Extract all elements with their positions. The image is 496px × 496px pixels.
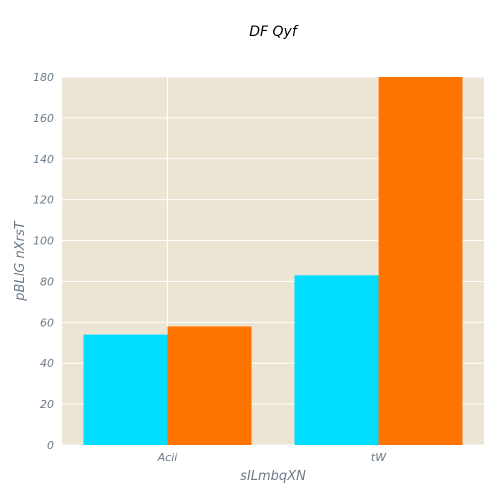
bar-tW-series-1: [294, 275, 379, 445]
y-axis-label: pBLlG nXrsT: [13, 220, 28, 301]
y-tick-label: 40: [40, 357, 54, 370]
y-axis-ticks: 0 20 40 60 80 100 120 140 160 180: [33, 71, 54, 452]
y-tick-label: 60: [40, 316, 54, 329]
x-tick-label: Acii: [157, 451, 178, 464]
y-tick-label: 120: [33, 194, 54, 207]
x-axis-ticks: Acii tW: [157, 451, 388, 464]
y-tick-label: 180: [33, 71, 54, 84]
chart-title: DF Qyf: [249, 24, 299, 40]
y-tick-label: 20: [40, 398, 54, 411]
bar-Acii-series-2: [167, 326, 252, 445]
bar-tW-series-2: [378, 77, 463, 445]
y-tick-label: 100: [33, 235, 54, 248]
y-tick-label: 80: [40, 275, 54, 288]
y-tick-label: 160: [33, 112, 54, 125]
y-tick-label: 0: [47, 439, 54, 452]
x-tick-label: tW: [371, 451, 387, 464]
y-tick-label: 140: [33, 153, 54, 166]
bar-Acii-series-1: [83, 334, 168, 445]
bars: [83, 77, 463, 445]
x-axis-label: sILmbqXN: [240, 469, 306, 484]
